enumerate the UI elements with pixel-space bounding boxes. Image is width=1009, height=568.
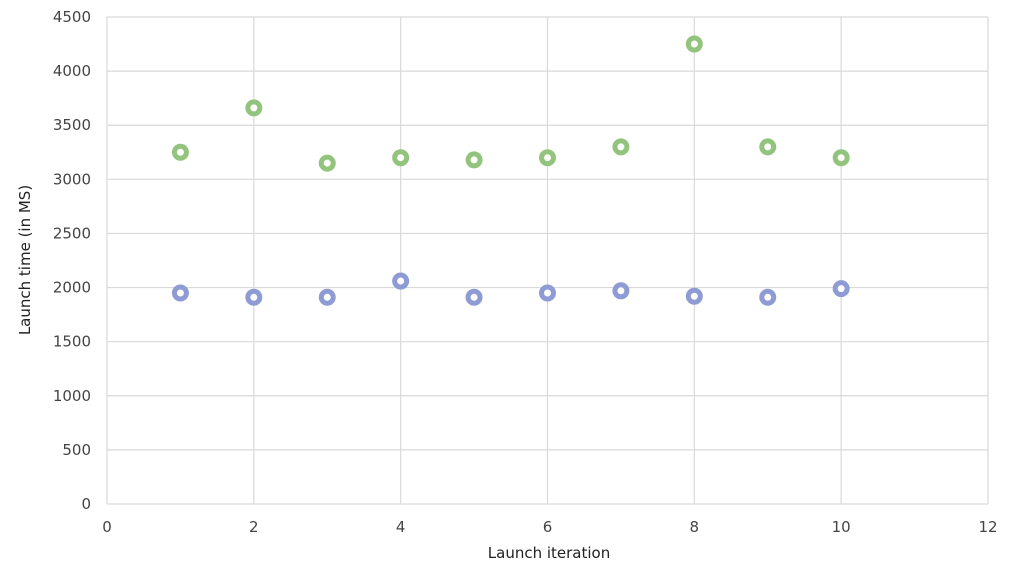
y-tick-label: 4500 bbox=[53, 8, 91, 26]
data-point bbox=[832, 149, 850, 167]
data-point bbox=[685, 35, 703, 53]
data-point bbox=[392, 149, 410, 167]
data-point bbox=[318, 288, 336, 306]
y-tick-label: 2500 bbox=[53, 224, 91, 242]
data-point bbox=[685, 287, 703, 305]
y-tick-label: 3000 bbox=[53, 170, 91, 188]
data-point bbox=[759, 138, 777, 156]
y-tick-label: 0 bbox=[81, 495, 91, 513]
y-tick-label: 1500 bbox=[53, 333, 91, 351]
data-point bbox=[465, 288, 483, 306]
y-tick-label: 2000 bbox=[53, 279, 91, 297]
data-point bbox=[832, 280, 850, 298]
grid-lines bbox=[106, 16, 989, 505]
x-tick-label: 12 bbox=[978, 518, 997, 536]
y-axis-title: Launch time (in MS) bbox=[16, 185, 34, 335]
data-point bbox=[245, 288, 263, 306]
data-point bbox=[392, 272, 410, 290]
data-point bbox=[171, 143, 189, 161]
x-tick-label: 4 bbox=[396, 518, 406, 536]
x-tick-label: 6 bbox=[543, 518, 553, 536]
y-tick-label: 500 bbox=[62, 441, 91, 459]
data-point bbox=[245, 99, 263, 117]
data-point bbox=[465, 151, 483, 169]
x-tick-label: 10 bbox=[832, 518, 851, 536]
data-point bbox=[318, 154, 336, 172]
y-tick-label: 3500 bbox=[53, 116, 91, 134]
x-tick-label: 2 bbox=[249, 518, 259, 536]
y-tick-labels: 0 500 1000 1500 2000 2500 3000 3500 4000 4500 bbox=[53, 8, 91, 513]
data-point bbox=[171, 284, 189, 302]
data-point bbox=[759, 288, 777, 306]
x-tick-labels: 0 2 4 6 8 10 12 bbox=[102, 518, 997, 536]
y-tick-label: 4000 bbox=[53, 62, 91, 80]
data-point bbox=[539, 284, 556, 302]
y-tick-label: 1000 bbox=[53, 387, 91, 405]
x-tick-label: 8 bbox=[690, 518, 700, 536]
data-point bbox=[612, 138, 630, 156]
x-axis-title: Launch iteration bbox=[488, 544, 610, 562]
x-tick-label: 0 bbox=[102, 518, 112, 536]
data-points bbox=[171, 35, 850, 306]
data-point bbox=[539, 149, 556, 167]
data-point bbox=[612, 282, 630, 300]
